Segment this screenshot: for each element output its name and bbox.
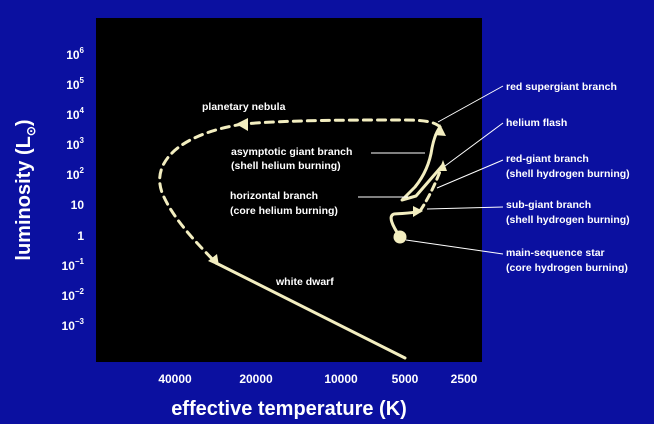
arrowhead-icon: [236, 118, 248, 131]
label-main-sequence-star: main-sequence star: [506, 247, 605, 259]
white-dwarf-cooling-track: [214, 261, 407, 360]
x-axis-ticks: 40000 20000 10000 5000 2500: [158, 372, 477, 386]
x-tick-10000: 10000: [324, 372, 358, 386]
arrowhead-icon: [413, 206, 423, 217]
y-tick-1: 1: [77, 229, 84, 243]
y-tick-1e6: 106: [66, 46, 84, 62]
stage-labels-left: planetary nebula asymptotic giant branch…: [202, 101, 352, 288]
y-tick-10: 10: [71, 198, 85, 212]
y-tick-1e-1: 10−1: [62, 257, 85, 273]
y-tick-1e5: 105: [66, 76, 84, 92]
arrowhead-icon: [434, 124, 446, 136]
leader-lines: [358, 85, 504, 255]
leader-line-red-giant: [436, 159, 504, 189]
label-sub-giant-branch-note: (shell hydrogen burning): [506, 214, 630, 226]
x-axis-title: effective temperature (K): [171, 398, 407, 420]
x-tick-5000: 5000: [392, 372, 419, 386]
label-asymptotic-giant-branch: asymptotic giant branch: [231, 146, 352, 158]
leader-line-main-sequence: [405, 239, 504, 255]
main-sequence-star-marker: [393, 230, 407, 244]
leader-line-red-supergiant: [437, 85, 504, 123]
y-axis-title: luminosity (L⊙): [13, 119, 38, 260]
arrowhead-icon: [208, 254, 219, 266]
y-tick-1e2: 102: [66, 166, 84, 182]
y-tick-1e3: 103: [66, 136, 84, 152]
y-tick-1e-3: 10−3: [62, 317, 85, 333]
leader-line-helium-flash: [444, 122, 504, 167]
y-axis-ticks: 106 105 104 103 102 10 1 10−1 10−2 10−3: [62, 46, 85, 333]
label-white-dwarf: white dwarf: [275, 276, 334, 288]
x-tick-2500: 2500: [451, 372, 478, 386]
planetary-nebula-to-white-dwarf-dashed-track: [158, 122, 245, 265]
label-helium-flash: helium flash: [506, 117, 567, 129]
x-tick-40000: 40000: [158, 372, 192, 386]
label-red-giant-branch-note: (shell hydrogen burning): [506, 168, 630, 180]
agb-to-planetary-nebula-dashed-track: [241, 118, 442, 129]
label-main-sequence-star-note: (core hydrogen burning): [506, 262, 628, 274]
label-red-giant-branch: red-giant branch: [506, 153, 589, 165]
y-tick-1e-2: 10−2: [62, 287, 85, 303]
subgiant-red-giant-dashed-track: [418, 164, 444, 213]
label-horizontal-branch-note: (core helium burning): [230, 205, 338, 217]
label-sub-giant-branch: sub-giant branch: [506, 199, 591, 211]
y-tick-1e4: 104: [66, 106, 84, 122]
arrowhead-icon: [439, 160, 447, 171]
label-horizontal-branch: horizontal branch: [230, 190, 318, 202]
label-red-supergiant-branch: red supergiant branch: [506, 81, 617, 93]
stage-labels-right: red supergiant branch helium flash red-g…: [506, 81, 630, 274]
label-asymptotic-giant-branch-note: (shell helium burning): [231, 160, 341, 172]
leader-line-sub-giant: [426, 206, 504, 210]
main-sequence-to-subgiant-track: [389, 209, 422, 239]
label-planetary-nebula: planetary nebula: [202, 101, 286, 113]
x-tick-20000: 20000: [239, 372, 273, 386]
